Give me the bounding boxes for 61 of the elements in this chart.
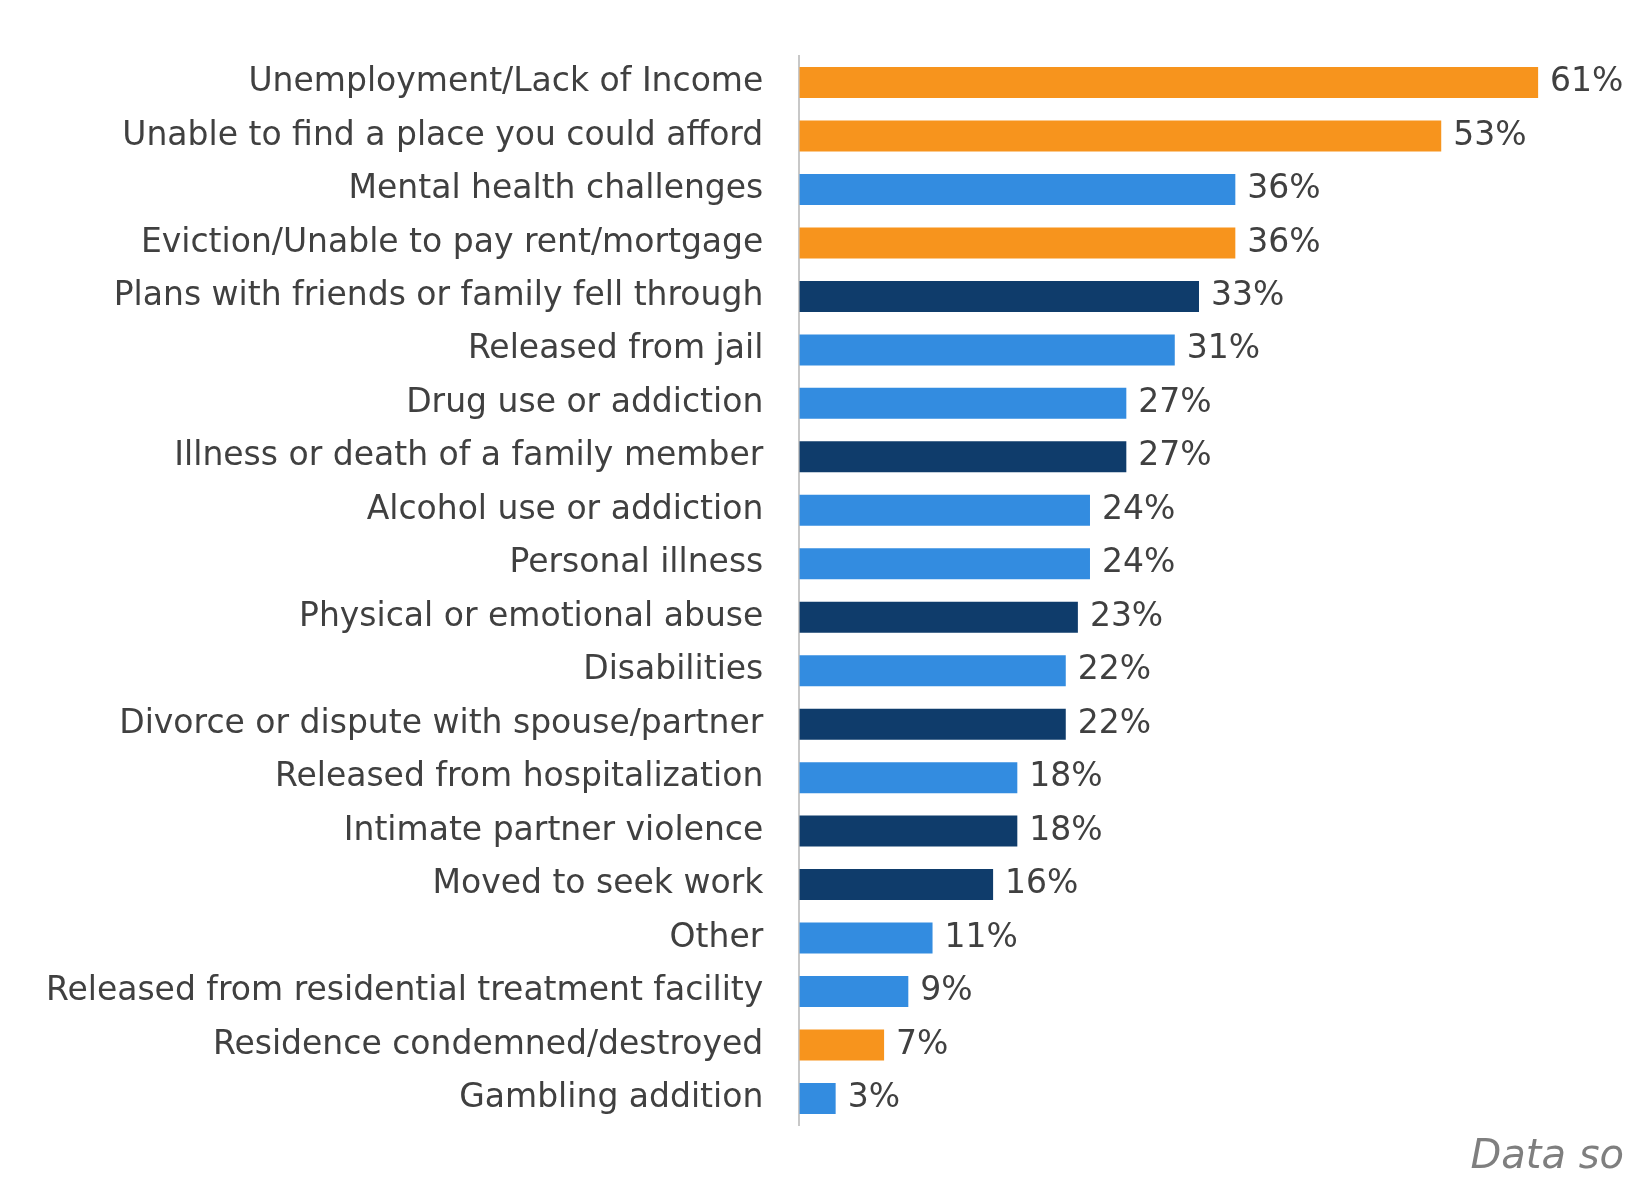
y-tick-label: Personal illness — [509, 541, 764, 581]
bar — [799, 227, 1236, 259]
data-label: 3% — [847, 1076, 901, 1116]
y-tick-label: Eviction/Unable to pay rent/mortgage — [140, 220, 764, 260]
data-label: 9% — [920, 969, 973, 1009]
y-tick-label: Illness or death of a family member — [174, 434, 764, 474]
bar — [799, 601, 1078, 633]
bar — [799, 1082, 836, 1114]
y-tick-label: Intimate partner violence — [343, 808, 764, 848]
data-label: 18% — [1029, 755, 1103, 795]
data-label: 27% — [1138, 380, 1212, 420]
y-tick-label: Released from residential treatment facility — [45, 969, 764, 1009]
y-tick-label: Other — [669, 915, 764, 955]
bar — [799, 922, 933, 954]
data-label: 31% — [1186, 327, 1261, 367]
bar — [799, 548, 1090, 580]
data-label: 53% — [1453, 113, 1527, 153]
data-label: 61% — [1550, 60, 1624, 100]
bar — [799, 67, 1539, 99]
y-tick-label: Mental health challenges — [348, 167, 764, 207]
data-label: 24% — [1101, 487, 1176, 527]
y-tick-label: Gambling addition — [459, 1076, 764, 1116]
data-label: 36% — [1247, 220, 1321, 260]
bar — [799, 441, 1127, 473]
data-label: 22% — [1077, 648, 1152, 688]
bar — [799, 1029, 885, 1061]
bar — [799, 387, 1127, 419]
bar — [799, 708, 1066, 740]
data-label: 11% — [944, 915, 1018, 955]
y-tick-label: Disabilities — [583, 648, 764, 688]
y-tick-label: Physical or emotional abuse — [299, 594, 764, 634]
data-label: 18% — [1029, 808, 1103, 848]
y-tick-label: Unemployment/Lack of Income — [248, 60, 764, 100]
bar — [799, 173, 1236, 205]
data-label: 7% — [896, 1022, 949, 1062]
bar — [799, 762, 1018, 794]
y-tick-label: Residence condemned/destroyed — [212, 1022, 764, 1062]
y-tick-label: Alcohol use or addiction — [366, 487, 764, 527]
bar — [799, 280, 1199, 312]
bar — [799, 869, 994, 901]
y-tick-label: Drug use or addiction — [406, 380, 764, 420]
y-tick-label: Released from jail — [467, 327, 764, 367]
data-label: 36% — [1247, 167, 1321, 207]
data-label: 33% — [1211, 273, 1285, 313]
bar — [799, 655, 1066, 687]
y-tick-label: Divorce or dispute with spouse/partner — [119, 701, 764, 741]
y-tick-label: Plans with friends or family fell through — [113, 273, 764, 313]
y-tick-label: Released from hospitalization — [274, 755, 764, 795]
bar — [799, 334, 1175, 366]
data-label: 22% — [1077, 701, 1152, 741]
text: Data so — [1470, 1131, 1624, 1177]
data-label: 23% — [1089, 594, 1164, 634]
bar — [799, 120, 1442, 152]
bar — [799, 815, 1018, 847]
data-label: 27% — [1138, 434, 1212, 474]
y-tick-label: Unable to find a place you could afford — [122, 113, 764, 153]
y-tick-label: Moved to seek work — [432, 862, 765, 902]
data-label: 24% — [1101, 541, 1176, 581]
data-label: 16% — [1005, 862, 1079, 902]
bar — [799, 976, 909, 1008]
bar — [799, 494, 1090, 526]
